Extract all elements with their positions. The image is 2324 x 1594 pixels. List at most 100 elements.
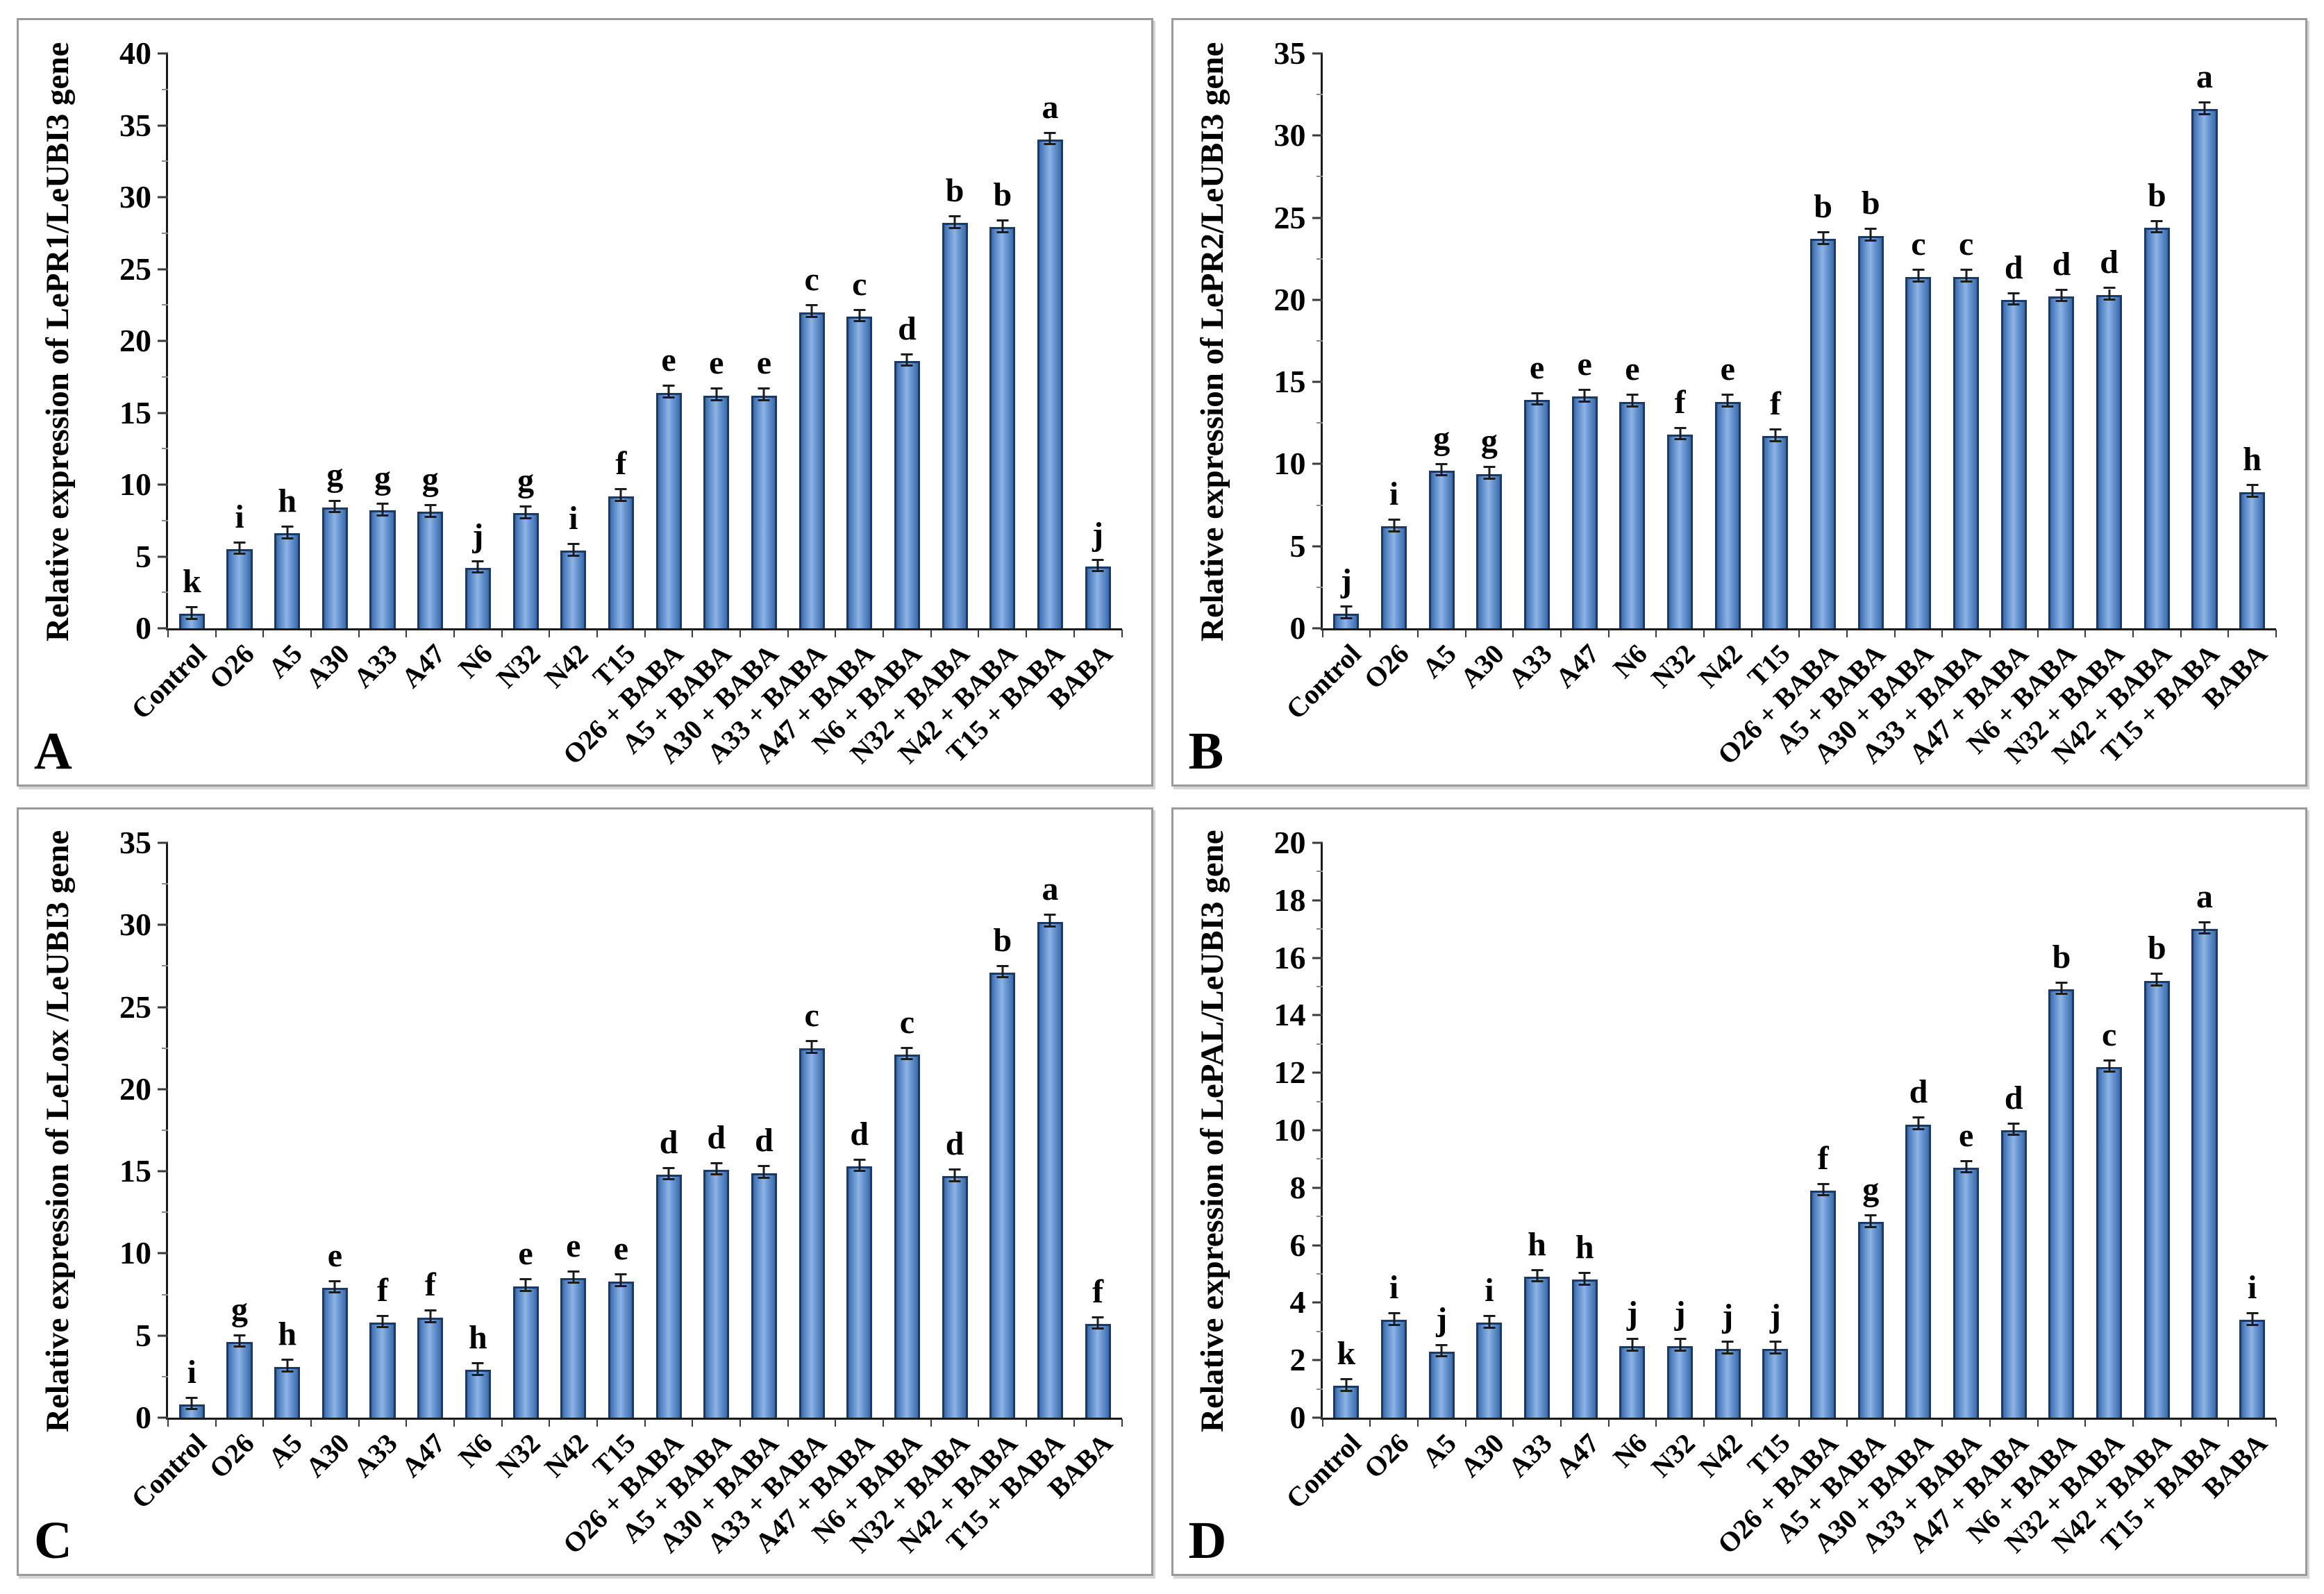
y-axis-tick-label: 30 (1273, 117, 1306, 153)
error-bar (1345, 607, 1348, 619)
x-axis-tick (215, 630, 217, 637)
error-bar-cap-bottom (1674, 438, 1687, 441)
y-axis-tick-label: 0 (1289, 1400, 1306, 1435)
error-bar-cap-bottom (1578, 400, 1591, 403)
significance-letter: c (1958, 226, 1974, 263)
error-bar (1679, 1340, 1682, 1352)
error-bar (2012, 294, 2015, 306)
significance-letter: a (2196, 878, 2213, 915)
bar (1667, 1345, 1694, 1418)
error-bar (476, 1364, 479, 1376)
bar (751, 1173, 777, 1418)
error-bar (810, 1042, 813, 1054)
x-axis-tick (1026, 1419, 1028, 1427)
x-axis-tick (167, 1419, 169, 1427)
significance-letter: e (1625, 351, 1640, 388)
error-bar (762, 1167, 765, 1179)
error-bar-cap-bottom (281, 537, 294, 539)
error-bar (1965, 1161, 1968, 1174)
significance-letter: j (472, 517, 484, 554)
y-axis-tick-label: 40 (119, 35, 151, 71)
significance-letter: d (2004, 249, 2023, 286)
error-bar (810, 306, 813, 318)
y-axis-minor-tick (1316, 422, 1323, 424)
significance-letter: h (1575, 1229, 1594, 1266)
x-axis-tick (1798, 630, 1800, 637)
x-axis-tick (1416, 1419, 1419, 1427)
error-bar-cap-top (233, 1334, 246, 1336)
error-bar-cap-top (1864, 228, 1877, 230)
error-bar-cap-top (1626, 394, 1639, 396)
y-axis-tick (158, 1334, 168, 1337)
y-axis-tick (158, 1088, 168, 1091)
y-axis-tick (1312, 299, 1323, 301)
error-bar-cap-top (2246, 484, 2259, 487)
x-axis-tick (501, 1419, 503, 1427)
significance-letter: d (2052, 245, 2071, 283)
error-bar-cap-top (233, 541, 246, 544)
y-axis-minor-tick (162, 232, 168, 234)
error-bar (667, 387, 670, 398)
significance-letter: b (945, 171, 964, 209)
bar (1714, 1348, 1741, 1418)
y-axis-tick (158, 124, 168, 126)
error-bar-cap-top (1626, 1338, 1639, 1341)
error-bar-cap-bottom (996, 230, 1009, 233)
y-axis-minor-tick (162, 1293, 168, 1295)
plot-area: 0 5 10 15 20 25 30 35 i Control g O26 h A5 e A30 f A33 f A4… (119, 827, 1123, 1560)
error-bar-cap-bottom (2198, 932, 2211, 935)
error-bar (1822, 1184, 1825, 1197)
significance-letter: d (945, 1125, 964, 1162)
error-bar-cap-top (710, 387, 723, 390)
error-bar-cap-top (996, 964, 1009, 967)
x-axis-tick (2037, 1419, 2039, 1427)
error-bar-cap-bottom (1626, 1349, 1639, 1352)
error-bar (2012, 1124, 2015, 1136)
significance-letter: b (2147, 930, 2166, 967)
y-axis-tick (1312, 1186, 1323, 1189)
error-bar-cap-top (948, 1168, 961, 1171)
bar (799, 1048, 825, 1418)
significance-letter: g (1480, 423, 1498, 460)
bar (1953, 276, 1980, 628)
bar (2048, 296, 2075, 628)
y-axis-tick (1312, 1071, 1323, 1074)
x-axis-tick (2227, 1419, 2230, 1427)
x-axis-tick (1941, 1419, 1943, 1427)
x-axis-tick (1894, 1419, 1896, 1427)
bar (321, 1288, 348, 1418)
bar (1523, 400, 1550, 628)
error-bar-cap-top (1388, 1311, 1400, 1314)
y-axis-tick-label: 10 (119, 467, 151, 502)
y-axis-tick-label: 5 (135, 538, 151, 574)
x-axis-tick (930, 1419, 932, 1427)
error-bar-cap-bottom (948, 226, 961, 229)
error-bar (286, 1361, 289, 1373)
error-bar (524, 507, 527, 519)
error-bar-cap-bottom (1769, 439, 1782, 442)
y-axis-tick-label: 8 (1289, 1169, 1306, 1205)
x-axis-tick (1607, 1419, 1610, 1427)
error-bar-cap-top (901, 1046, 913, 1049)
error-bar-cap-bottom (996, 976, 1009, 979)
significance-letter: d (2100, 244, 2118, 281)
error-bar (1096, 560, 1099, 573)
y-axis-minor-tick (1316, 1043, 1323, 1045)
error-bar-cap-bottom (2055, 300, 2068, 303)
bar (1380, 526, 1407, 628)
x-axis-tick (2084, 1419, 2087, 1427)
error-bar-cap-top (1960, 269, 1973, 271)
bar (1667, 434, 1694, 628)
significance-letter: i (187, 1353, 197, 1391)
significance-letter: b (2052, 938, 2071, 975)
x-axis-tick (1846, 1419, 1848, 1427)
x-axis-tick (978, 630, 980, 637)
y-axis-tick-label: 14 (1273, 997, 1306, 1033)
error-bar-cap-bottom (328, 1291, 341, 1294)
y-axis-minor-tick (162, 304, 168, 306)
bar (1953, 1167, 1980, 1418)
x-axis-tick (835, 1419, 837, 1427)
panel-letter: B (1188, 722, 1224, 780)
error-bar-cap-bottom (424, 1320, 437, 1323)
error-bar-cap-bottom (901, 364, 913, 367)
